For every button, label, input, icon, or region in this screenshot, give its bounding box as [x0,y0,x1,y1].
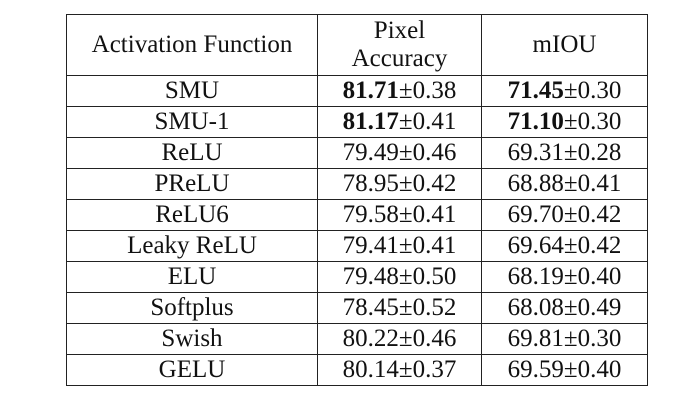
table-row: Softplus 78.45±0.52 68.08±0.49 [66,292,648,324]
activation-name-cell: PReLU [66,168,318,200]
header-activation-function: Activation Function [66,14,318,76]
miou-mean: 71.45 [507,77,564,104]
pixel-accuracy-cell: 79.58±0.41 [317,199,482,231]
miou-std: ±0.40 [563,263,622,290]
miou-cell: 69.59±0.40 [481,354,648,386]
table-row: PReLU 78.95±0.42 68.88±0.41 [66,168,648,200]
miou-cell: 69.70±0.42 [481,199,648,231]
pixel-accuracy-cell: 79.48±0.50 [317,261,482,293]
miou-std: ±0.30 [563,108,622,135]
activation-name-cell: Softplus [66,292,318,324]
miou-mean: 71.10 [507,108,564,135]
miou-cell: 71.45±0.30 [481,75,648,107]
pixel-accuracy-mean: 81.17 [342,108,399,135]
table-row: ReLU 79.49±0.46 69.31±0.28 [66,137,648,169]
table-row: SMU 81.71±0.38 71.45±0.30 [66,75,648,107]
miou-mean: 68.19 [507,263,564,290]
miou-std: ±0.49 [563,294,622,321]
pixel-accuracy-std: ±0.46 [398,325,457,352]
miou-mean: 69.70 [507,201,564,228]
miou-std: ±0.30 [563,77,622,104]
pixel-accuracy-std: ±0.38 [398,77,457,104]
table-row: ELU 79.48±0.50 68.19±0.40 [66,261,648,293]
miou-cell: 71.10±0.30 [481,106,648,138]
pixel-accuracy-mean: 80.14 [342,356,399,383]
pixel-accuracy-std: ±0.42 [398,170,457,197]
pixel-accuracy-mean: 80.22 [342,325,399,352]
header-pixel-accuracy-text: Pixel Accuracy [351,17,448,72]
miou-std: ±0.42 [563,201,622,228]
table-row: Swish 80.22±0.46 69.81±0.30 [66,323,648,355]
pixel-accuracy-std: ±0.50 [398,263,457,290]
miou-mean: 69.81 [507,325,564,352]
pixel-accuracy-cell: 81.71±0.38 [317,75,482,107]
pixel-accuracy-cell: 78.45±0.52 [317,292,482,324]
pixel-accuracy-mean: 79.49 [342,139,399,166]
pixel-accuracy-mean: 79.58 [342,201,399,228]
activation-name-cell: ELU [66,261,318,293]
pixel-accuracy-mean: 78.95 [342,170,399,197]
miou-cell: 68.19±0.40 [481,261,648,293]
pixel-accuracy-mean: 79.48 [342,263,399,290]
header-miou: mIOU [481,14,648,76]
miou-std: ±0.41 [563,170,622,197]
activation-name-cell: Swish [66,323,318,355]
miou-mean: 69.31 [507,139,564,166]
activation-name-cell: GELU [66,354,318,386]
miou-std: ±0.30 [563,325,622,352]
pixel-accuracy-std: ±0.41 [398,108,457,135]
miou-cell: 68.08±0.49 [481,292,648,324]
pixel-accuracy-cell: 81.17±0.41 [317,106,482,138]
table-body: SMU 81.71±0.38 71.45±0.30 SMU-1 81.17±0.41 71… [66,75,648,386]
pixel-accuracy-std: ±0.41 [398,232,457,259]
miou-mean: 68.08 [507,294,564,321]
pixel-accuracy-std: ±0.41 [398,201,457,228]
miou-mean: 69.64 [507,232,564,259]
pixel-accuracy-std: ±0.52 [398,294,457,321]
miou-std: ±0.40 [563,356,622,383]
header-pixel-accuracy: Pixel Accuracy [317,14,482,76]
pixel-accuracy-cell: 80.22±0.46 [317,323,482,355]
miou-cell: 69.64±0.42 [481,230,648,262]
pixel-accuracy-mean: 78.45 [342,294,399,321]
activation-name-cell: SMU-1 [66,106,318,138]
pixel-accuracy-mean: 79.41 [342,232,399,259]
pixel-accuracy-cell: 78.95±0.42 [317,168,482,200]
table-row: ReLU6 79.58±0.41 69.70±0.42 [66,199,648,231]
table-row: GELU 80.14±0.37 69.59±0.40 [66,354,648,386]
pixel-accuracy-cell: 80.14±0.37 [317,354,482,386]
miou-std: ±0.42 [563,232,622,259]
header-row: Activation Function Pixel Accuracy mIOU [66,14,648,76]
miou-std: ±0.28 [563,139,622,166]
miou-cell: 69.81±0.30 [481,323,648,355]
table-row: SMU-1 81.17±0.41 71.10±0.30 [66,106,648,138]
miou-mean: 68.88 [507,170,564,197]
pixel-accuracy-std: ±0.46 [398,139,457,166]
miou-mean: 69.59 [507,356,564,383]
pixel-accuracy-std: ±0.37 [398,356,457,383]
activation-name-cell: SMU [66,75,318,107]
activation-name-cell: ReLU6 [66,199,318,231]
activation-name-cell: Leaky ReLU [66,230,318,262]
table-row: Leaky ReLU 79.41±0.41 69.64±0.42 [66,230,648,262]
miou-cell: 69.31±0.28 [481,137,648,169]
miou-cell: 68.88±0.41 [481,168,648,200]
activation-name-cell: ReLU [66,137,318,169]
pixel-accuracy-mean: 81.71 [342,77,399,104]
pixel-accuracy-cell: 79.41±0.41 [317,230,482,262]
pixel-accuracy-cell: 79.49±0.46 [317,137,482,169]
results-table: Activation Function Pixel Accuracy mIOU … [66,14,648,386]
